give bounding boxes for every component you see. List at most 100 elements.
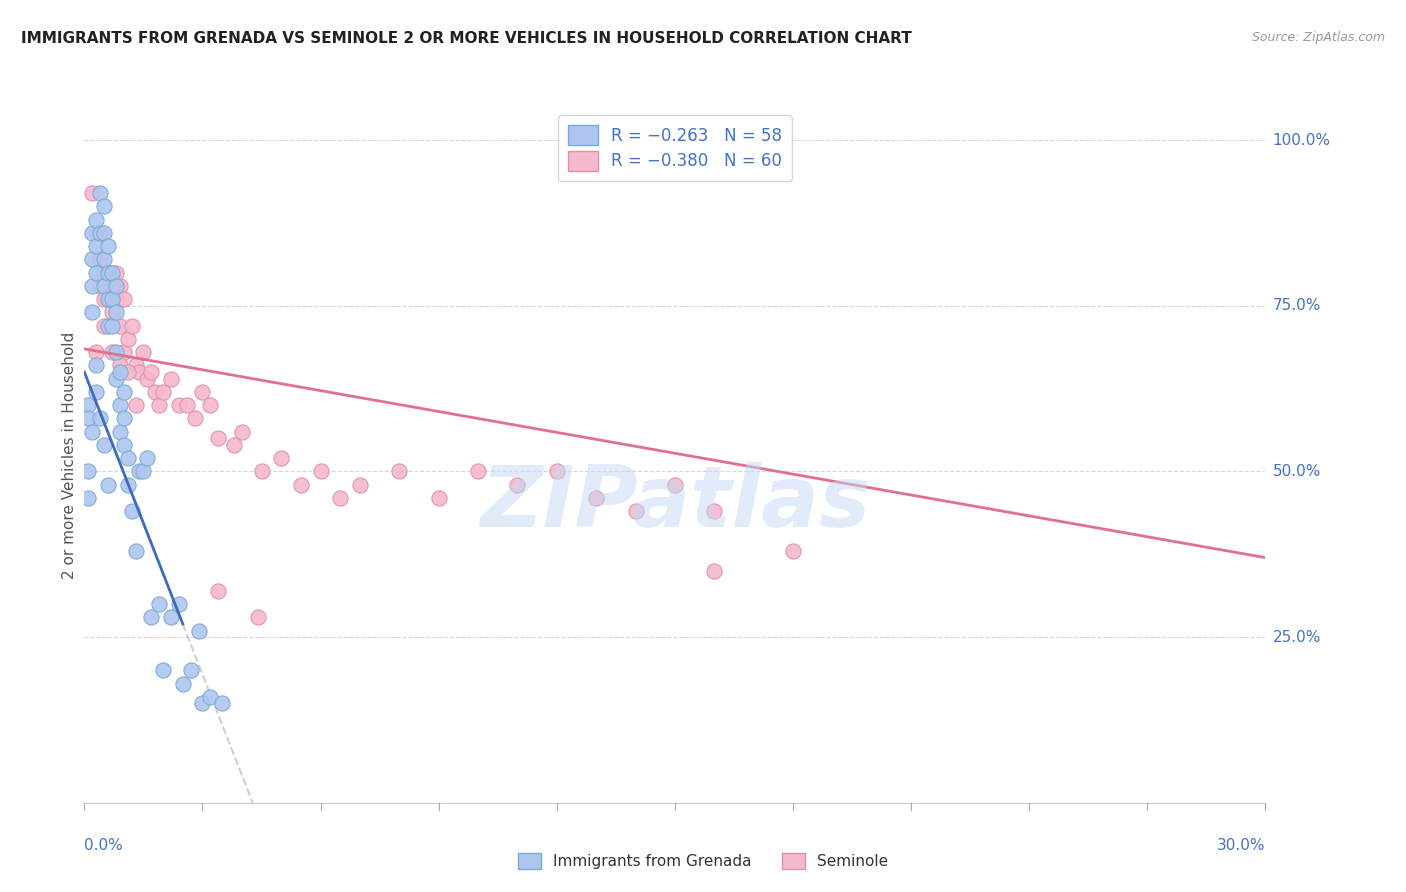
Text: 100.0%: 100.0% [1272, 133, 1330, 148]
Text: ZIPatlas: ZIPatlas [479, 462, 870, 545]
Point [108, 359, 131, 373]
Point [108, 398, 131, 412]
Point [104, 345, 127, 359]
Legend: R = −0.263   N = 58, R = −0.380   N = 60: R = −0.263 N = 58, R = −0.380 N = 60 [558, 115, 792, 180]
Point [290, 477, 312, 491]
Point [112, 411, 135, 425]
Point [176, 398, 198, 412]
Point [97, 239, 120, 253]
Point [141, 610, 163, 624]
Text: 0.0%: 0.0% [84, 838, 124, 854]
Point [117, 332, 139, 346]
Point [77, 491, 100, 505]
Point [506, 477, 529, 491]
Point [191, 697, 214, 711]
Text: 25.0%: 25.0% [1272, 630, 1320, 645]
Point [309, 465, 332, 479]
Point [112, 438, 135, 452]
Point [82, 279, 104, 293]
Point [782, 544, 804, 558]
Point [180, 663, 202, 677]
Point [200, 690, 222, 704]
Point [246, 610, 269, 624]
Point [77, 465, 100, 479]
Point [93, 279, 115, 293]
Point [388, 465, 411, 479]
Point [136, 372, 159, 386]
Point [89, 186, 111, 201]
Point [152, 384, 174, 399]
Point [160, 610, 183, 624]
Point [191, 384, 214, 399]
Point [89, 411, 111, 425]
Point [121, 504, 143, 518]
Point [84, 384, 107, 399]
Point [124, 359, 146, 373]
Point [183, 411, 205, 425]
Point [349, 477, 371, 491]
Point [104, 266, 127, 280]
Point [82, 305, 104, 319]
Y-axis label: 2 or more Vehicles in Household: 2 or more Vehicles in Household [62, 331, 77, 579]
Point [108, 365, 131, 379]
Point [93, 252, 115, 267]
Point [231, 425, 253, 439]
Point [104, 279, 127, 293]
Point [104, 372, 127, 386]
Point [703, 504, 725, 518]
Point [84, 266, 107, 280]
Point [132, 465, 155, 479]
Point [427, 491, 450, 505]
Point [136, 451, 159, 466]
Point [84, 239, 107, 253]
Point [112, 345, 135, 359]
Point [84, 212, 107, 227]
Point [143, 384, 166, 399]
Point [84, 359, 107, 373]
Point [108, 279, 131, 293]
Point [97, 292, 120, 306]
Point [84, 226, 107, 240]
Legend: Immigrants from Grenada, Seminole: Immigrants from Grenada, Seminole [512, 847, 894, 875]
Point [148, 597, 170, 611]
Point [108, 425, 131, 439]
Point [121, 318, 143, 333]
Point [167, 597, 190, 611]
Point [104, 292, 127, 306]
Text: Source: ZipAtlas.com: Source: ZipAtlas.com [1251, 31, 1385, 45]
Point [97, 318, 120, 333]
Point [132, 345, 155, 359]
Point [104, 305, 127, 319]
Point [93, 199, 115, 213]
Point [141, 365, 163, 379]
Point [93, 318, 115, 333]
Point [82, 425, 104, 439]
Point [222, 438, 245, 452]
Point [585, 491, 607, 505]
Point [703, 564, 725, 578]
Point [167, 398, 190, 412]
Point [148, 398, 170, 412]
Point [101, 345, 124, 359]
Point [112, 292, 135, 306]
Point [112, 384, 135, 399]
Point [207, 583, 229, 598]
Point [207, 431, 229, 445]
Point [93, 266, 115, 280]
Point [82, 252, 104, 267]
Point [97, 292, 120, 306]
Point [128, 365, 150, 379]
Point [97, 266, 120, 280]
Point [124, 544, 146, 558]
Point [84, 345, 107, 359]
Point [82, 186, 104, 201]
Point [160, 372, 183, 386]
Point [200, 398, 222, 412]
Point [101, 318, 124, 333]
Point [101, 266, 124, 280]
Point [124, 398, 146, 412]
Point [152, 663, 174, 677]
Text: 50.0%: 50.0% [1272, 464, 1320, 479]
Point [93, 292, 115, 306]
Point [329, 491, 352, 505]
